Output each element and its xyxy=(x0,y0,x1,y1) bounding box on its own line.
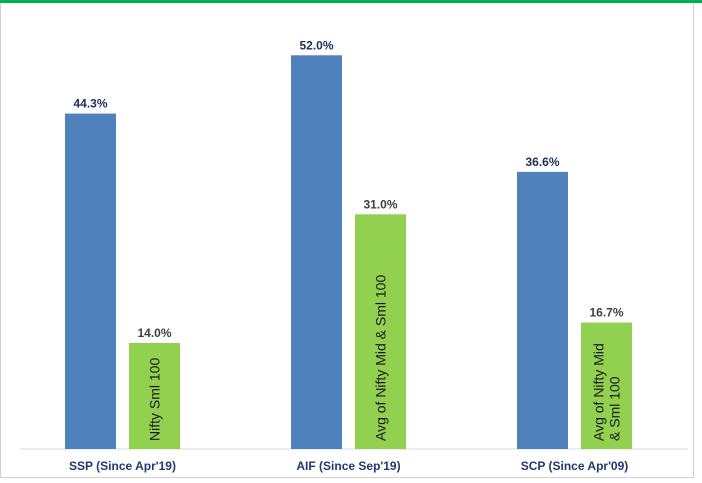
value-label: 14.0% xyxy=(137,326,171,340)
bar-fund-2 xyxy=(517,171,568,449)
in-bar-label: Avg of Nifty Mid & Sml 100 xyxy=(373,275,389,441)
category-label: AIF (Since Sep'19) xyxy=(296,459,400,473)
in-bar-label-line: Avg of Nifty Mid xyxy=(591,343,607,441)
value-label: 31.0% xyxy=(363,197,397,211)
bar-index-2 xyxy=(581,322,632,449)
bar-index-0 xyxy=(129,343,180,449)
in-bar-label-line: Avg of Nifty Mid & Sml 100 xyxy=(373,275,389,441)
top-accent-line xyxy=(0,0,702,3)
in-bar-label-line: Nifty Sml 100 xyxy=(147,358,163,441)
category-label: SSP (Since Apr'19) xyxy=(69,459,176,473)
value-label: 44.3% xyxy=(73,97,107,111)
bar-index-1 xyxy=(355,214,406,449)
in-bar-label-line: & Sml 100 xyxy=(607,376,623,441)
value-label: 52.0% xyxy=(299,38,333,52)
bar-fund-1 xyxy=(291,55,342,450)
value-label: 36.6% xyxy=(525,155,559,169)
in-bar-label: Avg of Nifty Mid & Sml 100 xyxy=(591,343,623,441)
category-label: SCP (Since Apr'09) xyxy=(521,459,629,473)
bar-fund-0 xyxy=(65,113,116,449)
value-label: 16.7% xyxy=(589,306,623,320)
in-bar-label: Nifty Sml 100 xyxy=(147,358,163,441)
